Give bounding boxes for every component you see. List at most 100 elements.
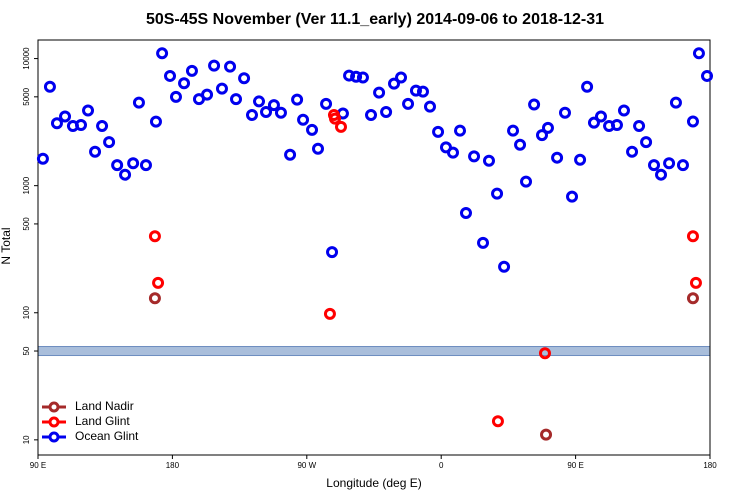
x-tick-label: 0 <box>439 461 444 470</box>
point <box>446 146 459 159</box>
x-tick-label: 180 <box>166 461 180 470</box>
point <box>402 97 415 110</box>
point <box>686 115 699 128</box>
point <box>323 307 336 320</box>
point <box>164 69 177 82</box>
point <box>274 106 287 119</box>
y-tick-label: 500 <box>22 217 31 231</box>
legend-label: Land Glint <box>75 414 130 428</box>
legend-marker <box>48 416 60 428</box>
y-tick-label: 10 <box>22 435 31 444</box>
point <box>291 93 304 106</box>
point <box>701 69 714 82</box>
point <box>297 113 310 126</box>
point <box>111 159 124 172</box>
y-tick-label: 1000 <box>22 176 31 194</box>
point <box>692 47 705 60</box>
point <box>507 124 520 137</box>
point <box>152 276 165 289</box>
point <box>238 72 251 85</box>
x-tick-label: 90 E <box>567 461 583 470</box>
point <box>178 77 191 90</box>
point <box>689 276 702 289</box>
point <box>350 70 363 83</box>
chart-title: 50S-45S November (Ver 11.1_early) 2014-0… <box>146 11 604 28</box>
point <box>149 115 162 128</box>
point <box>626 145 639 158</box>
point <box>617 104 630 117</box>
point <box>416 85 429 98</box>
point <box>686 292 699 305</box>
point <box>148 230 161 243</box>
point <box>514 138 527 151</box>
point <box>491 187 504 200</box>
point <box>454 124 467 137</box>
point <box>373 86 386 99</box>
point <box>581 80 594 93</box>
point <box>306 123 319 136</box>
point <box>432 125 445 138</box>
point <box>498 260 511 273</box>
point <box>284 148 297 161</box>
point <box>587 116 600 129</box>
y-tick-label: 10000 <box>22 47 31 70</box>
point <box>334 120 347 133</box>
point <box>260 105 273 118</box>
point <box>541 121 554 134</box>
legend-marker <box>48 431 60 443</box>
point <box>356 71 369 84</box>
point <box>676 159 689 172</box>
point <box>156 47 169 60</box>
point <box>669 96 682 109</box>
legend-label: Land Nadir <box>75 399 134 413</box>
point <box>320 97 333 110</box>
point <box>89 145 102 158</box>
point <box>538 347 551 360</box>
point <box>253 95 266 108</box>
point <box>43 80 56 93</box>
point <box>139 159 152 172</box>
point <box>633 119 646 132</box>
point <box>208 59 221 72</box>
point <box>75 119 88 132</box>
legend-marker <box>48 401 60 413</box>
point <box>528 98 541 111</box>
point <box>230 93 243 106</box>
point <box>640 136 653 149</box>
point <box>610 119 623 132</box>
point <box>103 136 116 149</box>
point <box>267 99 280 112</box>
point <box>594 110 607 123</box>
point <box>169 90 182 103</box>
x-tick-label: 90 W <box>297 461 316 470</box>
point <box>663 157 676 170</box>
point <box>388 77 401 90</box>
point <box>82 104 95 117</box>
point <box>482 154 495 167</box>
point <box>468 150 481 163</box>
point <box>566 190 579 203</box>
point <box>224 60 237 73</box>
point <box>50 117 63 130</box>
point <box>574 153 587 166</box>
point <box>96 119 109 132</box>
point <box>343 69 356 82</box>
point <box>201 88 214 101</box>
point <box>127 157 140 170</box>
point <box>215 82 228 95</box>
point <box>395 71 408 84</box>
point <box>536 129 548 142</box>
point <box>119 168 132 181</box>
point <box>312 142 324 155</box>
point <box>477 236 490 249</box>
point <box>329 112 342 125</box>
point <box>132 96 145 109</box>
y-axis-label: N Total <box>0 227 13 264</box>
y-tick-label: 50 <box>22 346 31 355</box>
x-tick-label: 90 E <box>30 461 46 470</box>
point <box>185 64 198 77</box>
point <box>655 168 668 181</box>
point <box>686 230 699 243</box>
point <box>326 246 339 259</box>
point <box>551 151 564 164</box>
